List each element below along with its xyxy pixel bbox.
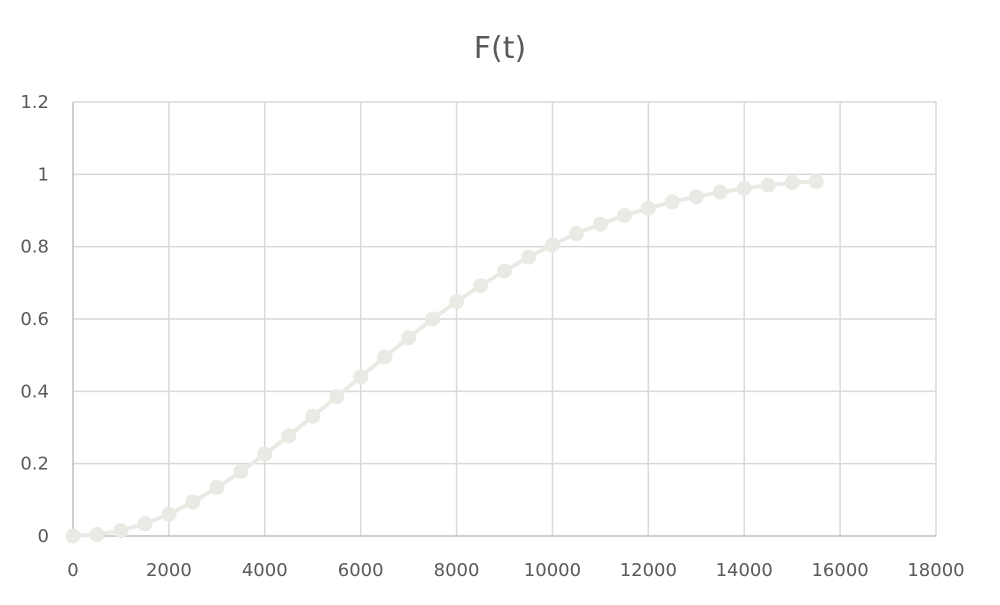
y-tick-label: 0.6 <box>20 309 49 330</box>
data-point <box>664 194 680 210</box>
data-point <box>544 237 560 253</box>
data-point <box>89 527 105 543</box>
x-tick-label: 14000 <box>716 560 773 581</box>
data-point <box>808 174 824 190</box>
data-point <box>209 480 225 496</box>
data-point <box>233 464 249 480</box>
x-tick-label: 12000 <box>620 560 677 581</box>
series <box>65 174 824 544</box>
x-tick-label: 10000 <box>524 560 581 581</box>
x-tick-labels: 0 2000 4000 6000 8000 10000 12000 14000 16000 180… <box>67 560 964 581</box>
data-point <box>497 263 512 279</box>
gridlines <box>73 101 937 536</box>
data-point <box>736 180 752 196</box>
x-tick-label: 0 <box>67 560 78 581</box>
x-tick-label: 8000 <box>434 560 480 581</box>
y-tick-label: 0.2 <box>20 454 49 475</box>
data-point <box>185 494 201 510</box>
data-point <box>377 349 393 365</box>
data-point <box>784 175 800 191</box>
data-point <box>353 369 369 385</box>
data-point <box>137 516 153 532</box>
y-tick-label: 0.8 <box>20 237 49 258</box>
chart-title: F(t) <box>474 31 526 66</box>
data-point <box>712 184 728 200</box>
data-point <box>568 226 584 242</box>
data-point <box>688 189 704 205</box>
data-point <box>449 294 465 310</box>
data-point <box>161 506 177 522</box>
data-point <box>329 389 345 405</box>
y-tick-label: 1.2 <box>20 92 49 113</box>
series-line <box>72 179 817 538</box>
x-tick-label: 4000 <box>242 560 288 581</box>
data-point <box>257 446 273 462</box>
axes <box>72 102 936 537</box>
x-tick-label: 18000 <box>907 560 964 581</box>
y-tick-labels: 0 0.2 0.4 0.6 0.8 1 1.2 <box>20 92 49 547</box>
y-tick-label: 1 <box>38 164 49 185</box>
data-point <box>592 216 608 232</box>
x-tick-label: 6000 <box>338 560 384 581</box>
data-point <box>281 428 297 444</box>
data-point <box>520 249 536 265</box>
data-point <box>760 177 776 193</box>
y-tick-label: 0 <box>38 526 49 547</box>
y-tick-label: 0.4 <box>20 381 49 402</box>
data-point <box>616 208 632 224</box>
data-point <box>473 278 489 294</box>
data-point <box>425 311 441 327</box>
data-point <box>305 408 321 424</box>
x-tick-label: 2000 <box>146 560 192 581</box>
data-point <box>65 528 81 544</box>
data-point <box>640 200 656 216</box>
x-tick-label: 16000 <box>811 560 868 581</box>
data-point <box>401 330 417 346</box>
data-point <box>113 523 129 539</box>
